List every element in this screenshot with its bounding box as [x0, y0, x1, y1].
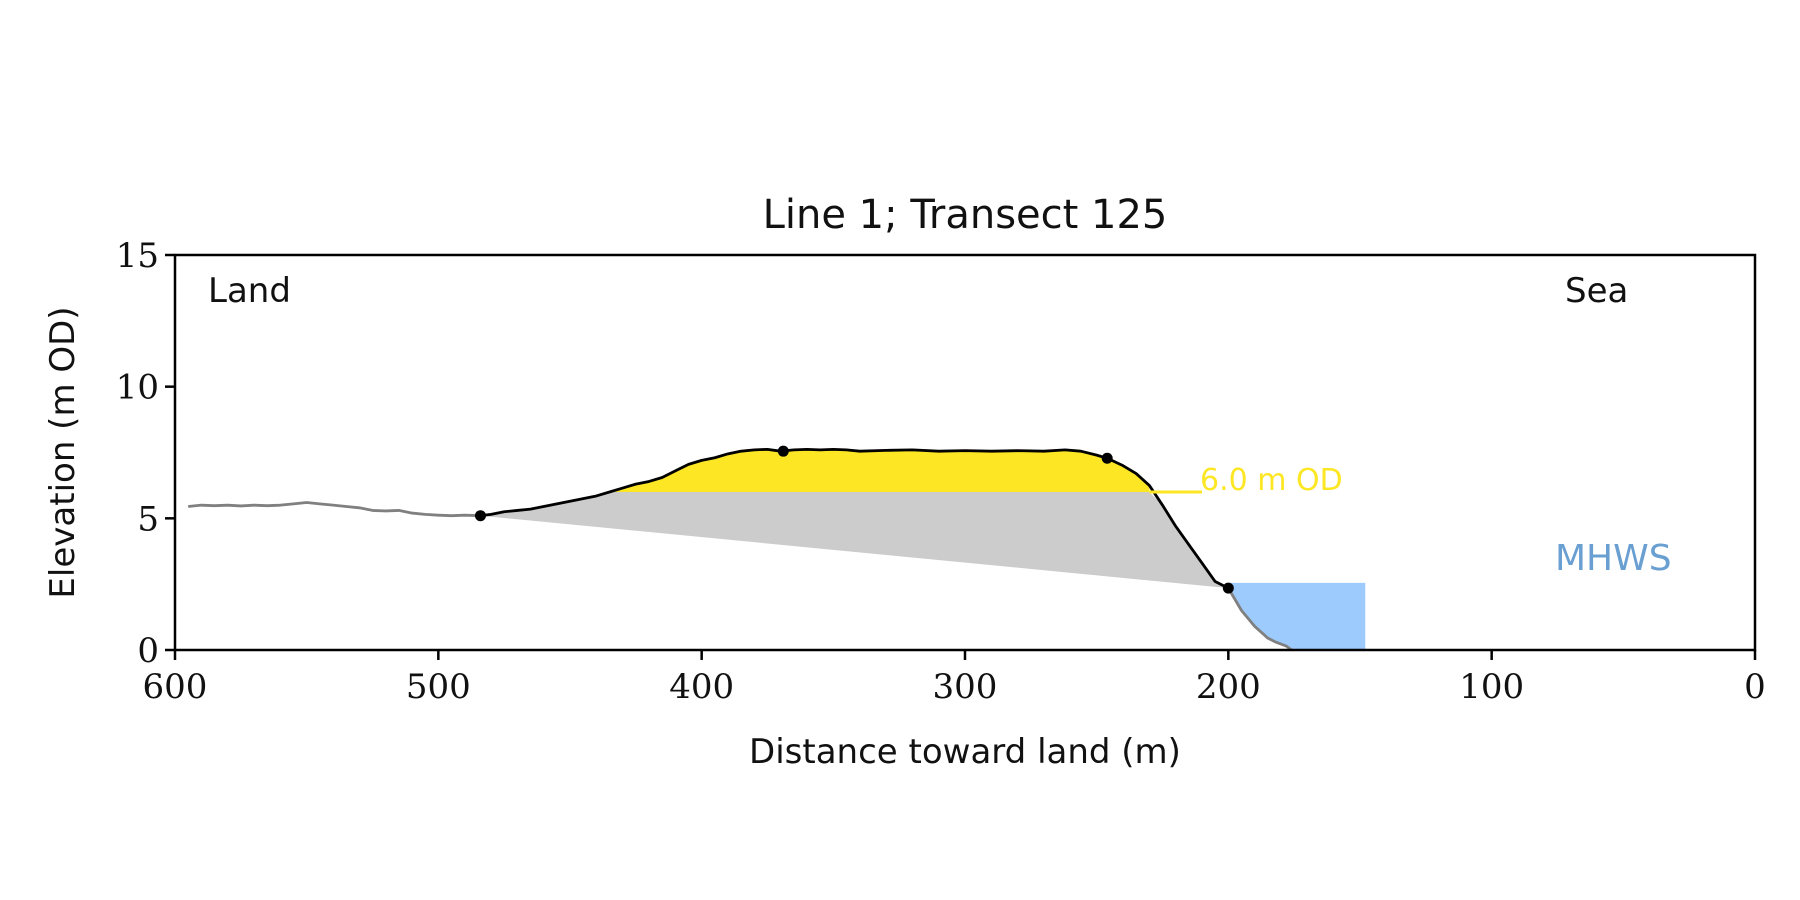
- y-axis-ticks: 0 5 10 15: [116, 236, 175, 671]
- y-tick-label-15: 15: [116, 236, 159, 276]
- profile-landward-line: [188, 501, 481, 518]
- profile-lines: [188, 447, 1293, 652]
- mhws-label: MHWS: [1555, 538, 1672, 579]
- chart-title: Line 1; Transect 125: [763, 192, 1168, 238]
- x-tick-label-200: 200: [1196, 667, 1261, 707]
- x-tick-label-100: 100: [1459, 667, 1524, 707]
- key-points: [474, 445, 1234, 594]
- x-axis-ticks: 600 500 400 300 200 100 0: [143, 650, 1766, 707]
- x-tick-label-0: 0: [1744, 667, 1766, 707]
- dune-volume-below-od: [480, 492, 1229, 589]
- mhws-water-fill: [1228, 582, 1366, 650]
- key-point-4: [1222, 582, 1234, 594]
- land-annotation: Land: [208, 271, 291, 311]
- x-tick-label-400: 400: [669, 667, 734, 707]
- y-tick-label-5: 5: [137, 499, 159, 539]
- sea-annotation: Sea: [1565, 271, 1628, 311]
- y-tick-label-10: 10: [116, 368, 159, 408]
- profile-seaward-line: [1227, 587, 1293, 652]
- key-point-3: [1101, 452, 1113, 464]
- dune-volume-above-od: [609, 449, 1150, 492]
- x-tick-label-500: 500: [406, 667, 471, 707]
- y-tick-label-0: 0: [137, 631, 159, 671]
- x-axis-label: Distance toward land (m): [749, 732, 1181, 772]
- key-point-1: [474, 510, 486, 522]
- od-level-label: 6.0 m OD: [1200, 463, 1343, 498]
- key-point-2: [777, 445, 789, 457]
- x-tick-label-300: 300: [933, 667, 998, 707]
- profile-dune-line: [480, 447, 1229, 590]
- x-tick-label-600: 600: [143, 667, 208, 707]
- y-axis-label: Elevation (m OD): [43, 306, 83, 598]
